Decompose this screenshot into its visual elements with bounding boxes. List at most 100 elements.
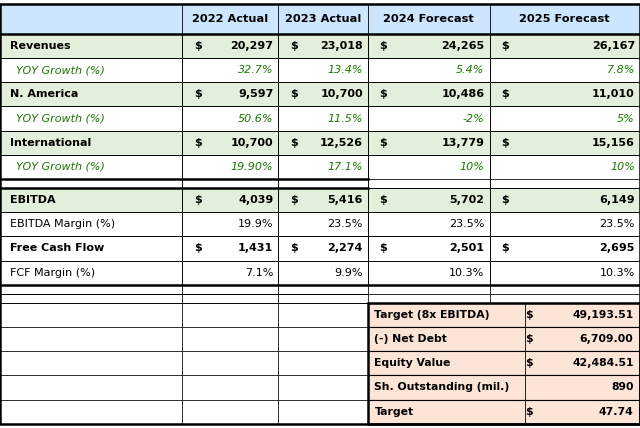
Bar [278, 155, 368, 179]
Bar [182, 155, 278, 179]
Bar [182, 261, 278, 285]
Bar [368, 285, 490, 294]
Bar [0, 236, 182, 261]
Bar [368, 294, 490, 303]
Bar [278, 285, 368, 294]
Text: 10%: 10% [610, 162, 635, 172]
Text: $: $ [380, 244, 387, 253]
Text: 20,297: 20,297 [230, 41, 273, 51]
Bar [278, 375, 368, 400]
Text: 5%: 5% [617, 113, 635, 124]
Bar [490, 236, 640, 261]
Text: $: $ [380, 138, 387, 148]
Text: 13.4%: 13.4% [328, 65, 363, 75]
Bar [278, 131, 368, 155]
Bar [368, 303, 640, 327]
Text: $: $ [290, 89, 298, 99]
Text: 19.9%: 19.9% [238, 219, 273, 229]
Text: 17.1%: 17.1% [328, 162, 363, 172]
Bar [0, 375, 182, 400]
Bar [368, 375, 640, 400]
Bar [278, 303, 368, 327]
Bar [0, 285, 182, 294]
Bar [182, 303, 278, 327]
Text: Revenues: Revenues [10, 41, 70, 51]
Bar [490, 131, 640, 155]
Bar [368, 131, 490, 155]
Bar [368, 351, 640, 375]
Text: $: $ [194, 138, 202, 148]
Bar [278, 236, 368, 261]
Text: N. America: N. America [10, 89, 78, 99]
Bar [182, 294, 278, 303]
Text: 10%: 10% [460, 162, 484, 172]
Bar [368, 82, 490, 107]
Text: 10,700: 10,700 [230, 138, 273, 148]
Text: 890: 890 [611, 383, 634, 392]
Text: -2%: -2% [463, 113, 484, 124]
Text: $: $ [380, 195, 387, 205]
Text: 11,010: 11,010 [592, 89, 635, 99]
Text: 1,431: 1,431 [238, 244, 273, 253]
Bar [490, 261, 640, 285]
Text: 2022 Actual: 2022 Actual [192, 14, 269, 24]
Text: FCF Margin (%): FCF Margin (%) [10, 268, 95, 278]
Bar [278, 179, 368, 188]
Text: 7.8%: 7.8% [607, 65, 635, 75]
Text: $: $ [290, 138, 298, 148]
Bar [182, 82, 278, 107]
Bar [490, 58, 640, 82]
Text: 2,274: 2,274 [328, 244, 363, 253]
Text: $: $ [380, 41, 387, 51]
Bar [0, 131, 182, 155]
Bar [490, 107, 640, 131]
Bar [182, 188, 278, 212]
Text: $: $ [380, 89, 387, 99]
Bar [0, 155, 182, 179]
Bar [182, 351, 278, 375]
Bar [182, 285, 278, 294]
Bar [0, 400, 182, 424]
Bar [278, 212, 368, 236]
Text: 7.1%: 7.1% [245, 268, 273, 278]
Bar [368, 236, 490, 261]
Text: 42,484.51: 42,484.51 [572, 358, 634, 368]
Text: 12,526: 12,526 [320, 138, 363, 148]
Bar [0, 351, 182, 375]
Text: $: $ [525, 358, 532, 368]
Text: 50.6%: 50.6% [238, 113, 273, 124]
Text: 9,597: 9,597 [238, 89, 273, 99]
Bar [0, 82, 182, 107]
Text: Sh. Outstanding (mil.): Sh. Outstanding (mil.) [374, 383, 509, 392]
Text: 5.4%: 5.4% [456, 65, 484, 75]
Bar [182, 400, 278, 424]
Bar [182, 58, 278, 82]
Text: 11.5%: 11.5% [328, 113, 363, 124]
Bar [368, 261, 490, 285]
Text: Free Cash Flow: Free Cash Flow [10, 244, 104, 253]
Text: $: $ [194, 244, 202, 253]
Bar [490, 188, 640, 212]
Text: 9.9%: 9.9% [334, 268, 363, 278]
Bar [490, 179, 640, 188]
Text: 24,265: 24,265 [442, 41, 484, 51]
Text: 2,501: 2,501 [449, 244, 484, 253]
Text: 10.3%: 10.3% [600, 268, 635, 278]
Bar [368, 400, 640, 424]
Text: YOY Growth (%): YOY Growth (%) [16, 113, 105, 124]
Text: 10.3%: 10.3% [449, 268, 484, 278]
Text: $: $ [290, 195, 298, 205]
Bar [0, 303, 182, 327]
Bar [278, 188, 368, 212]
Bar [278, 294, 368, 303]
Text: (-) Net Debt: (-) Net Debt [374, 334, 447, 344]
Bar [368, 58, 490, 82]
Bar [182, 327, 278, 351]
Text: 10,700: 10,700 [320, 89, 363, 99]
Text: 6,709.00: 6,709.00 [580, 334, 634, 344]
Bar [182, 34, 278, 58]
Text: YOY Growth (%): YOY Growth (%) [16, 65, 105, 75]
Text: $: $ [290, 244, 298, 253]
Text: 5,416: 5,416 [328, 195, 363, 205]
Text: YOY Growth (%): YOY Growth (%) [16, 162, 105, 172]
